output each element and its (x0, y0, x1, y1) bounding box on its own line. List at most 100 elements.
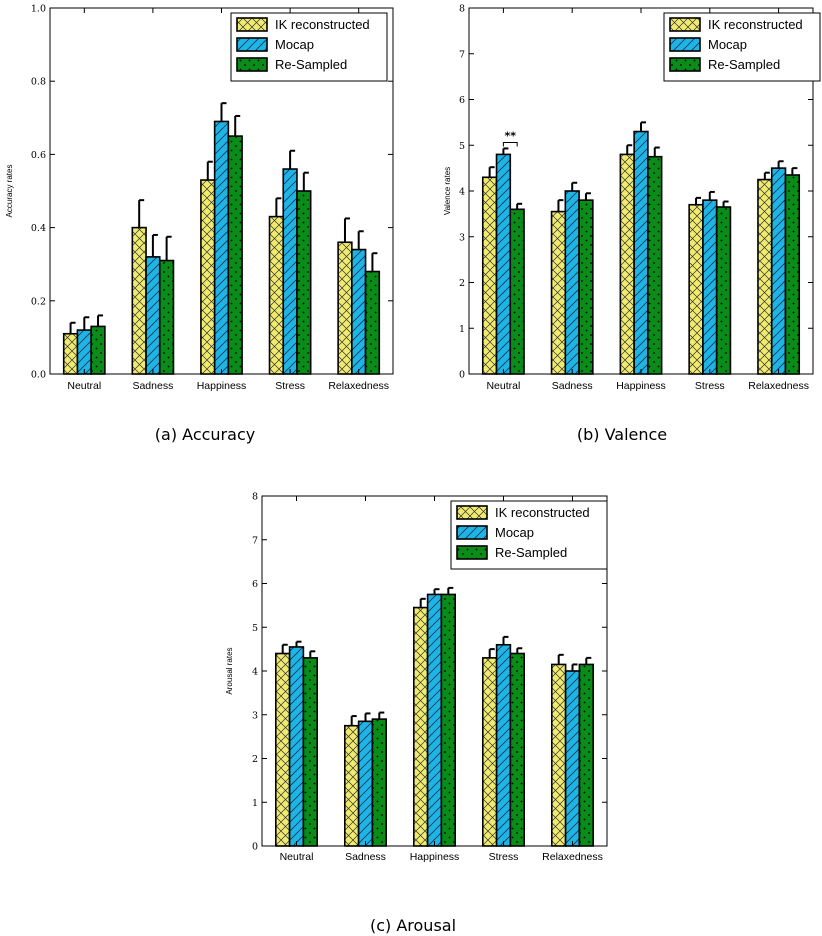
significance-marker: ** (505, 129, 517, 142)
legend-swatch (456, 525, 488, 540)
legend-swatch (669, 17, 701, 32)
y-tick-label: 7 (459, 49, 465, 60)
y-tick-label: 8 (252, 492, 258, 503)
y-tick-label: 0.6 (31, 150, 46, 161)
y-axis-label: Arousal rates (225, 647, 234, 694)
bar (578, 199, 594, 375)
bar (337, 241, 353, 375)
y-tick-label: 0 (459, 370, 465, 381)
y-tick-label: 5 (252, 623, 258, 634)
x-tick-label: Happiness (197, 380, 247, 392)
y-axis-label: Accuracy rates (5, 165, 14, 218)
legend-label: Mocap (495, 525, 534, 540)
y-tick-label: 8 (459, 4, 465, 15)
y-tick-label: 6 (252, 579, 258, 590)
bar (757, 178, 773, 375)
x-tick-label: Neutral (67, 380, 101, 392)
bar (550, 663, 567, 847)
bar (302, 657, 319, 847)
y-tick-label: 0.4 (31, 223, 46, 234)
legend-label: Mocap (708, 37, 747, 52)
bar (268, 215, 285, 375)
bar (564, 670, 581, 847)
significance-bracket (502, 141, 518, 147)
bar (351, 248, 367, 375)
x-tick-label: Relaxedness (748, 380, 809, 392)
bar (481, 176, 498, 375)
legend-swatch (236, 17, 268, 32)
y-tick-label: 0.8 (31, 77, 46, 88)
bar (296, 190, 312, 375)
x-tick-label: Relaxedness (328, 380, 389, 392)
valence-chart: 0 1 2 3 4 5 6 7 8 Valence rates Neutral Sadness Happ… (443, 4, 821, 444)
x-tick-label: Neutral (280, 851, 314, 863)
bar (131, 226, 147, 375)
y-tick-label: 1.0 (31, 4, 46, 15)
bar (440, 593, 456, 847)
plot-frame (468, 7, 814, 375)
plot-frame (49, 7, 394, 375)
bar (282, 168, 298, 375)
y-tick-label: 1 (252, 798, 258, 809)
x-tick-label: Relaxedness (542, 851, 603, 863)
bar (509, 208, 525, 375)
bar (413, 606, 429, 847)
bar (784, 174, 801, 375)
bar (564, 190, 580, 375)
arousal-chart: 0 1 2 3 4 5 6 7 8 Arousal rates Neutral Sadness Happ… (225, 492, 608, 935)
bar (200, 179, 216, 375)
bar (702, 199, 718, 375)
y-tick-label: 5 (459, 141, 465, 152)
x-tick-label: Stress (695, 380, 725, 392)
bar (495, 153, 512, 375)
y-tick-label: 0.0 (31, 370, 46, 381)
y-tick-label: 3 (252, 710, 258, 721)
legend-label: IK reconstructed (275, 17, 370, 32)
bar (145, 256, 161, 375)
y-tick-label: 2 (252, 754, 258, 765)
legend-label: IK reconstructed (708, 17, 803, 32)
legend-swatch (236, 57, 268, 72)
x-tick-label: Stress (275, 380, 305, 392)
bar (688, 203, 704, 375)
figure-caption: (c) Arousal (370, 916, 456, 935)
bar (647, 155, 663, 375)
bar (770, 167, 787, 375)
figure-caption: (a) Accuracy (155, 425, 255, 444)
bar (357, 720, 374, 847)
bar (158, 259, 175, 375)
x-tick-label: Neutral (486, 380, 520, 392)
legend-swatch (669, 37, 701, 52)
bar (275, 652, 291, 847)
legend-label: Re-Sampled (275, 57, 347, 72)
figure-caption: (b) Valence (577, 425, 667, 444)
bar (550, 210, 567, 375)
bar (481, 657, 498, 847)
bar (578, 663, 594, 847)
legend-label: Re-Sampled (708, 57, 780, 72)
plot-frame (261, 495, 608, 847)
y-tick-label: 7 (252, 535, 258, 546)
x-tick-label: Stress (489, 851, 519, 863)
y-tick-label: 1 (459, 324, 465, 335)
bar (213, 120, 230, 375)
y-tick-label: 2 (459, 278, 465, 289)
y-tick-label: 4 (252, 667, 258, 678)
y-axis-label: Valence rates (443, 167, 452, 215)
bar (715, 206, 732, 375)
bar (62, 332, 79, 375)
legend-label: IK reconstructed (495, 505, 590, 520)
x-tick-label: Sadness (345, 851, 386, 863)
y-tick-label: 3 (459, 232, 465, 243)
bar (90, 325, 106, 375)
x-tick-label: Sadness (132, 380, 173, 392)
bar (619, 153, 635, 375)
legend-swatch (456, 505, 488, 520)
bar (633, 130, 649, 375)
y-tick-label: 6 (459, 95, 465, 106)
bar (76, 329, 92, 375)
x-tick-label: Happiness (616, 380, 666, 392)
bar (371, 718, 387, 847)
x-tick-label: Sadness (552, 380, 593, 392)
y-tick-label: 0.2 (31, 296, 46, 307)
